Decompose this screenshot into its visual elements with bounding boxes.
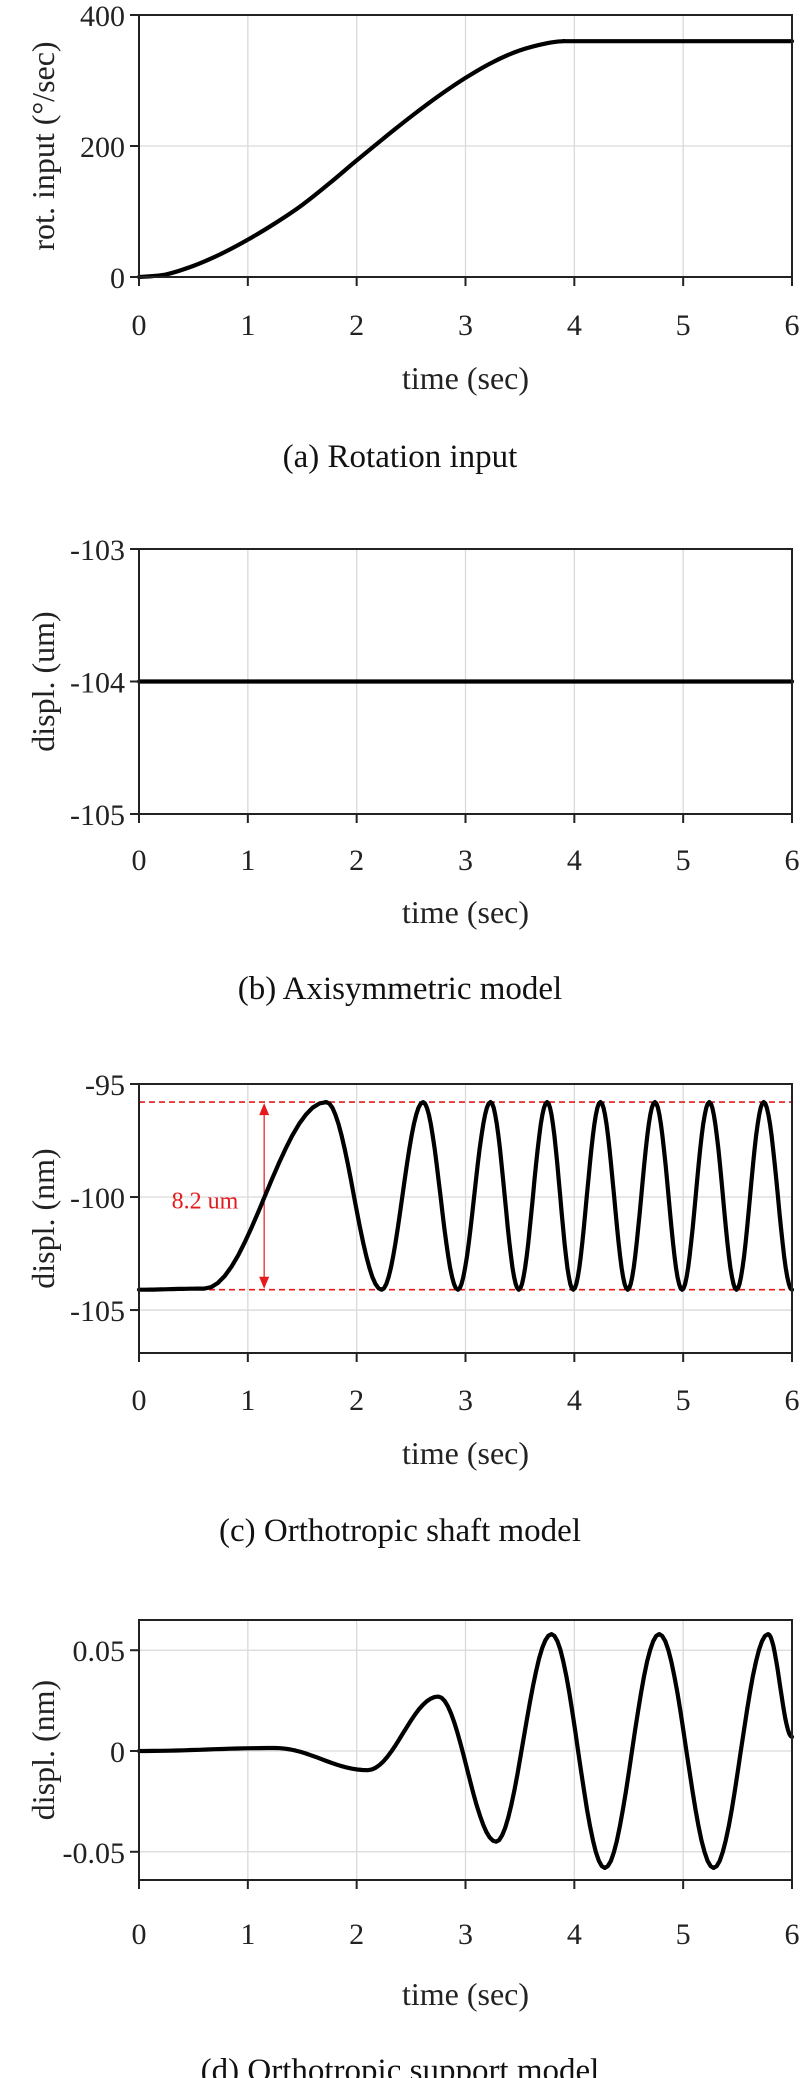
x-tick-label: 3 (458, 844, 473, 877)
y-tick-label: 200 (80, 131, 125, 164)
grid (139, 15, 792, 277)
arrow-head-up-icon (259, 1103, 270, 1116)
x-tick-label: 1 (240, 1918, 255, 1951)
panel-orthotropic-shaft-model: 8.2 um 0 1 2 3 4 5 6 -105 -100 -95 time (sec) displ.… (25, 1069, 800, 1549)
x-tick-label: 6 (785, 844, 800, 877)
x-tick-label: 1 (240, 844, 255, 877)
x-tick-label: 3 (458, 309, 473, 342)
y-tick-label: -105 (70, 799, 125, 832)
arrow-head-down-icon (259, 1276, 270, 1289)
x-tick-label: 1 (240, 1384, 255, 1417)
x-tick-label: 3 (458, 1384, 473, 1417)
x-tick-label: 4 (567, 844, 582, 877)
x-tick-label: 0 (132, 844, 147, 877)
x-tick-label: 5 (676, 844, 691, 877)
grid (139, 1084, 792, 1353)
y-tick-label: -104 (70, 667, 125, 700)
x-tick-label: 6 (785, 1384, 800, 1417)
y-tick-label: -0.05 (63, 1837, 126, 1870)
panel-rotation-input: 0 1 2 3 4 5 6 0 200 400 time (sec) rot. input (°/se… (25, 0, 800, 475)
y-tick-label: -95 (85, 1069, 125, 1102)
x-tick-label: 0 (132, 1384, 147, 1417)
data-line (136, 1632, 795, 1870)
x-tick-label: 2 (349, 1384, 364, 1417)
panel-caption: (c) Orthotropic shaft model (219, 1513, 581, 1549)
x-tick-label: 0 (132, 309, 147, 342)
y-tick-label: 0 (110, 1736, 125, 1769)
y-tick-label: 400 (80, 0, 125, 33)
y-tick-label: -103 (70, 534, 125, 567)
data-line (136, 38, 795, 280)
x-tick-label: 2 (349, 309, 364, 342)
x-tick-label: 4 (567, 309, 582, 342)
panel-axisymmetric-model: 0 1 2 3 4 5 6 -105 -104 -103 time (sec) displ. (um)… (25, 534, 800, 1007)
panel-caption: (b) Axisymmetric model (238, 971, 562, 1007)
x-tick-label: 2 (349, 844, 364, 877)
x-tick-label: 1 (240, 309, 255, 342)
y-axis-label: displ. (um) (25, 611, 61, 751)
x-tick-label: 4 (567, 1918, 582, 1951)
x-axis-label: time (sec) (402, 1435, 529, 1471)
y-tick-label: 0 (110, 262, 125, 295)
y-tick-label: 0.05 (73, 1635, 126, 1668)
x-tick-label: 4 (567, 1384, 582, 1417)
y-tick-label: -100 (70, 1182, 125, 1215)
x-tick-label: 5 (676, 1918, 691, 1951)
x-tick-label: 5 (676, 1384, 691, 1417)
x-axis-label: time (sec) (402, 1976, 529, 2012)
x-tick-label: 0 (132, 1918, 147, 1951)
y-tick-label: -105 (70, 1295, 125, 1328)
y-axis-label: displ. (nm) (25, 1680, 61, 1820)
data-line (136, 1100, 795, 1292)
x-tick-label: 5 (676, 309, 691, 342)
y-axis-label: rot. input (°/sec) (25, 41, 61, 250)
panel-orthotropic-support-model: 0 1 2 3 4 5 6 -0.05 0 0.05 time (sec) displ. (nm) (d… (25, 1619, 800, 2078)
y-axis-label: displ. (nm) (25, 1148, 61, 1288)
x-tick-label: 3 (458, 1918, 473, 1951)
x-axis-label: time (sec) (402, 360, 529, 396)
x-tick-label: 6 (785, 309, 800, 342)
x-axis-label: time (sec) (402, 894, 529, 930)
panel-caption: (d) Orthotropic support model (201, 2053, 600, 2078)
panel-caption: (a) Rotation input (283, 439, 518, 475)
amplitude-label: 8.2 um (172, 1188, 239, 1214)
x-tick-label: 2 (349, 1918, 364, 1951)
x-tick-label: 6 (785, 1918, 800, 1951)
